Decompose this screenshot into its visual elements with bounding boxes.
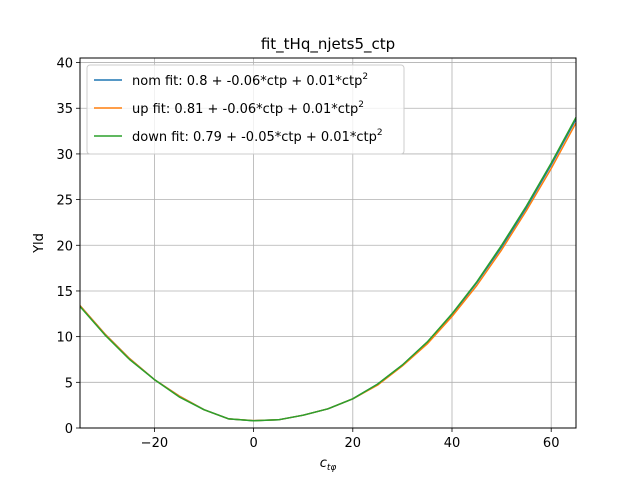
chart-title: fit_tHq_njets5_ctp bbox=[261, 35, 395, 54]
legend-entry-text: down fit: 0.79 + -0.05*ctp + 0.01*ctp bbox=[132, 130, 377, 145]
ticks: −20 0 20 40 60 0 5 10 15 20 25 30 35 40 bbox=[56, 57, 559, 451]
x-axis-label: ctφ bbox=[320, 456, 337, 473]
legend-entry-label: down fit: 0.79 + -0.05*ctp + 0.01*ctp2 bbox=[132, 128, 383, 145]
legend-entry-text: nom fit: 0.8 + -0.06*ctp + 0.01*ctp bbox=[132, 74, 362, 89]
legend-box bbox=[86, 64, 405, 155]
y-tick-label: 0 bbox=[65, 422, 73, 437]
y-tick-label: 20 bbox=[56, 239, 73, 254]
y-tick-label: 30 bbox=[56, 148, 73, 163]
legend-entry-text: up fit: 0.81 + -0.06*ctp + 0.01*ctp bbox=[132, 102, 358, 117]
y-tick-label: 10 bbox=[56, 331, 73, 346]
x-tick-label: −20 bbox=[141, 436, 168, 451]
y-tick-label: 35 bbox=[56, 102, 73, 117]
legend-entry-exponent: 2 bbox=[362, 72, 368, 82]
plot-frame bbox=[79, 57, 577, 429]
legend-entry-exponent: 2 bbox=[377, 128, 383, 138]
x-tick-label: 60 bbox=[543, 436, 560, 451]
y-tick-label: 5 bbox=[65, 376, 73, 391]
x-axis-label-subscript: tφ bbox=[327, 463, 337, 473]
y-axis-label: Yld bbox=[32, 233, 47, 254]
down-fit-line bbox=[79, 117, 577, 422]
x-tick-label: 40 bbox=[444, 436, 461, 451]
legend-entry-exponent: 2 bbox=[358, 100, 364, 110]
legend-entry-label: nom fit: 0.8 + -0.06*ctp + 0.01*ctp2 bbox=[132, 72, 368, 89]
x-tick-label: 20 bbox=[345, 436, 362, 451]
y-tick-label: 25 bbox=[56, 194, 73, 209]
legend-entry-label: up fit: 0.81 + -0.06*ctp + 0.01*ctp2 bbox=[132, 100, 364, 117]
y-tick-label: 15 bbox=[56, 285, 73, 300]
x-tick-label: 0 bbox=[249, 436, 257, 451]
y-tick-label: 40 bbox=[56, 57, 73, 72]
series-group bbox=[79, 117, 577, 422]
